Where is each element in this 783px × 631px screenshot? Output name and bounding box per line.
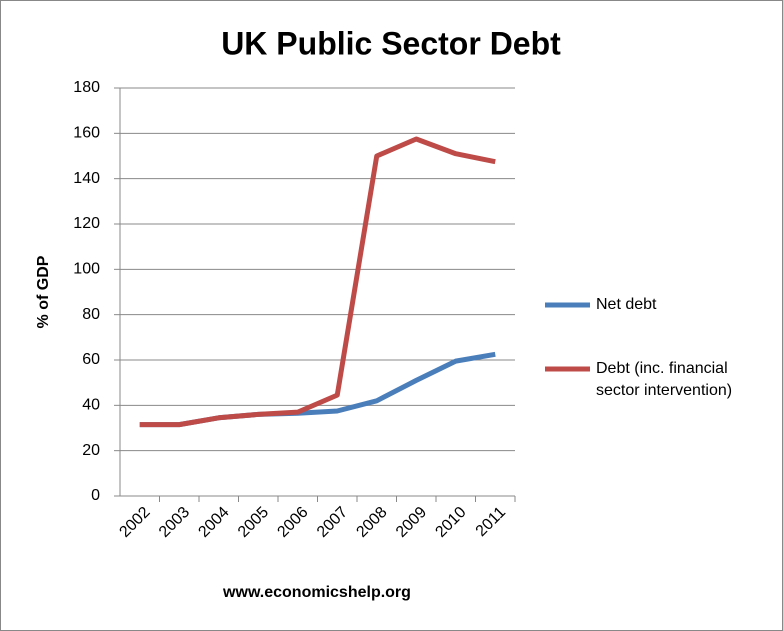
chart-title: UK Public Sector Debt bbox=[221, 25, 561, 61]
legend-label: Net debt bbox=[596, 296, 657, 313]
y-tick-label: 40 bbox=[82, 397, 100, 414]
y-tick-label: 100 bbox=[73, 261, 100, 278]
y-tick-label: 160 bbox=[73, 125, 100, 142]
legend-label: Debt (inc. financial sector intervention… bbox=[596, 360, 733, 399]
y-tick-label: 0 bbox=[91, 487, 100, 504]
y-tick-label: 80 bbox=[82, 306, 100, 323]
y-axis-label: % of GDP bbox=[35, 255, 52, 328]
data-line bbox=[139, 136, 496, 428]
y-tick-label: 60 bbox=[82, 351, 100, 368]
y-tick-label: 140 bbox=[73, 170, 100, 187]
y-tick-label: 120 bbox=[73, 215, 100, 232]
y-tick-label: 180 bbox=[73, 79, 100, 96]
source: www.economicshelp.org bbox=[222, 584, 411, 601]
y-tick-label: 20 bbox=[82, 442, 100, 459]
